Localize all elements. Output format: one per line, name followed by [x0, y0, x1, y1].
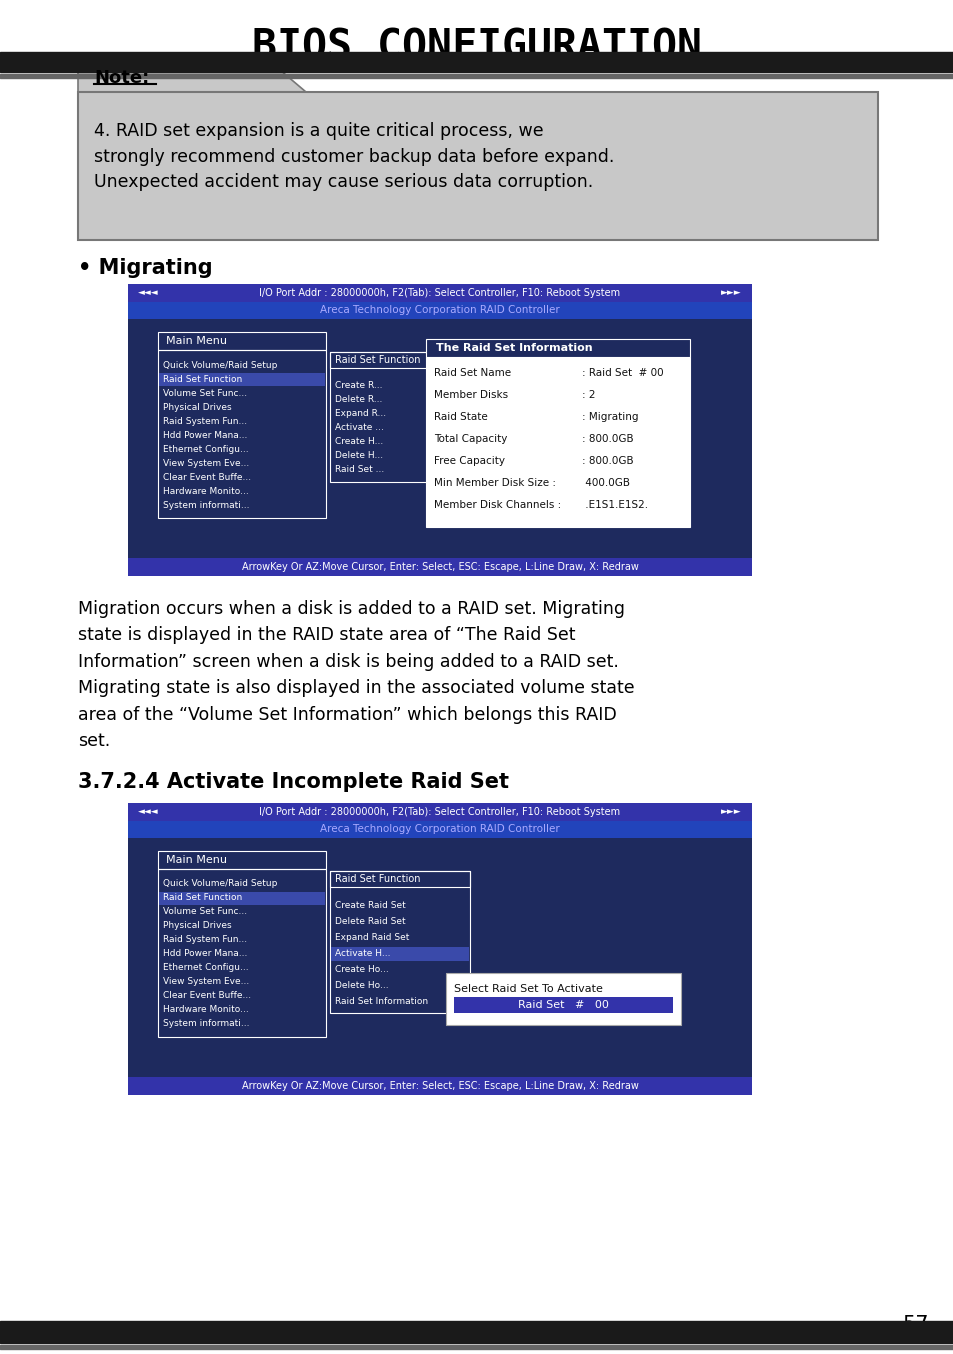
Text: Quick Volume/Raid Setup: Quick Volume/Raid Setup: [163, 360, 277, 370]
Text: BIOS CONFIGURATION: BIOS CONFIGURATION: [252, 27, 701, 69]
Text: Total Capacity: Total Capacity: [434, 435, 507, 444]
Polygon shape: [78, 64, 306, 92]
Bar: [128, 1076, 751, 1095]
Bar: [0, 74, 953, 79]
Text: Raid Set Name: Raid Set Name: [434, 368, 511, 378]
Text: 57: 57: [902, 1315, 928, 1335]
Text: Create Ho...: Create Ho...: [335, 965, 388, 975]
Bar: [0, 1322, 953, 1343]
Text: Expand Raid Set: Expand Raid Set: [335, 933, 409, 942]
Text: Raid Set Function: Raid Set Function: [335, 873, 420, 884]
Bar: [0, 1345, 953, 1349]
Bar: [128, 821, 751, 838]
Text: Raid System Fun...: Raid System Fun...: [163, 936, 247, 945]
Text: 4. RAID set expansion is a quite critical process, we
strongly recommend custome: 4. RAID set expansion is a quite critica…: [94, 122, 614, 191]
Text: Volume Set Func...: Volume Set Func...: [163, 907, 247, 917]
Text: : 800.0GB: : 800.0GB: [581, 435, 633, 444]
Bar: [330, 352, 459, 368]
Text: Hardware Monito...: Hardware Monito...: [163, 486, 249, 496]
Text: Member Disks: Member Disks: [434, 390, 508, 399]
Text: Delete Raid Set: Delete Raid Set: [335, 918, 405, 926]
FancyBboxPatch shape: [78, 92, 877, 240]
Text: Physical Drives: Physical Drives: [163, 402, 232, 412]
Text: Hardware Monito...: Hardware Monito...: [163, 1006, 249, 1014]
Text: ►►►: ►►►: [720, 807, 741, 816]
Text: : Migrating: : Migrating: [581, 412, 638, 422]
Bar: [0, 51, 953, 72]
Bar: [128, 284, 751, 302]
Text: Note:: Note:: [94, 69, 149, 87]
Text: Main Menu: Main Menu: [166, 336, 227, 347]
Bar: [128, 838, 751, 1095]
Text: Raid Set   #   00: Raid Set # 00: [517, 1001, 608, 1010]
Text: Areca Technology Corporation RAID Controller: Areca Technology Corporation RAID Contro…: [320, 305, 559, 315]
Text: Raid State: Raid State: [434, 412, 487, 422]
Text: Clear Event Buffe...: Clear Event Buffe...: [163, 473, 251, 482]
FancyBboxPatch shape: [426, 357, 689, 527]
Bar: [128, 320, 751, 575]
Text: Raid System Fun...: Raid System Fun...: [163, 417, 247, 425]
Bar: [330, 871, 470, 887]
Text: Raid Set Function: Raid Set Function: [163, 375, 242, 383]
Text: Migration occurs when a disk is added to a RAID set. Migrating
state is displaye: Migration occurs when a disk is added to…: [78, 600, 634, 750]
Text: Volume Set Func...: Volume Set Func...: [163, 389, 247, 398]
Bar: [159, 892, 325, 904]
Bar: [128, 302, 751, 320]
Text: Raid Set Function: Raid Set Function: [163, 894, 242, 903]
Text: ►►►: ►►►: [720, 288, 741, 298]
Text: System informati...: System informati...: [163, 501, 250, 509]
Text: Create H...: Create H...: [335, 437, 383, 447]
Text: Free Capacity: Free Capacity: [434, 456, 504, 466]
Text: Areca Technology Corporation RAID Controller: Areca Technology Corporation RAID Contro…: [320, 825, 559, 834]
Bar: [128, 558, 751, 575]
Text: Delete H...: Delete H...: [335, 451, 383, 460]
Text: The Raid Set Information: The Raid Set Information: [436, 343, 592, 353]
Text: I/O Port Addr : 28000000h, F2(Tab): Select Controller, F10: Reboot System: I/O Port Addr : 28000000h, F2(Tab): Sele…: [259, 807, 619, 816]
Text: 3.7.2.4 Activate Incomplete Raid Set: 3.7.2.4 Activate Incomplete Raid Set: [78, 772, 509, 792]
Text: Activate H...: Activate H...: [335, 949, 390, 959]
Text: Quick Volume/Raid Setup: Quick Volume/Raid Setup: [163, 880, 277, 888]
Bar: [331, 946, 469, 961]
Text: : 2: : 2: [581, 390, 595, 399]
Text: Delete Ho...: Delete Ho...: [335, 982, 388, 991]
Text: Delete R...: Delete R...: [335, 395, 382, 405]
Text: .E1S1.E1S2.: .E1S1.E1S2.: [581, 500, 647, 510]
Text: Hdd Power Mana...: Hdd Power Mana...: [163, 949, 247, 959]
Text: Clear Event Buffe...: Clear Event Buffe...: [163, 991, 251, 1001]
Bar: [128, 803, 751, 821]
FancyBboxPatch shape: [426, 338, 689, 357]
Text: Create R...: Create R...: [335, 382, 382, 390]
Text: Expand R...: Expand R...: [335, 409, 386, 418]
Text: View System Eve...: View System Eve...: [163, 978, 249, 987]
FancyBboxPatch shape: [446, 974, 680, 1025]
Text: Physical Drives: Physical Drives: [163, 922, 232, 930]
Text: Raid Set ...: Raid Set ...: [335, 466, 384, 474]
Text: 400.0GB: 400.0GB: [581, 478, 629, 487]
Text: Create Raid Set: Create Raid Set: [335, 902, 405, 910]
Text: Select Raid Set To Activate: Select Raid Set To Activate: [454, 984, 602, 994]
Text: • Migrating: • Migrating: [78, 259, 213, 278]
Text: : 800.0GB: : 800.0GB: [581, 456, 633, 466]
Bar: [454, 997, 672, 1013]
Text: Ethernet Configu...: Ethernet Configu...: [163, 444, 249, 454]
Text: Activate ...: Activate ...: [335, 424, 383, 432]
FancyBboxPatch shape: [330, 871, 470, 1013]
Text: Main Menu: Main Menu: [166, 854, 227, 865]
Text: ◄◄◄: ◄◄◄: [138, 288, 158, 298]
Text: Min Member Disk Size :: Min Member Disk Size :: [434, 478, 556, 487]
FancyBboxPatch shape: [330, 352, 459, 482]
Text: Raid Set Information: Raid Set Information: [335, 998, 428, 1006]
Text: I/O Port Addr : 28000000h, F2(Tab): Select Controller, F10: Reboot System: I/O Port Addr : 28000000h, F2(Tab): Sele…: [259, 288, 619, 298]
Text: Member Disk Channels :: Member Disk Channels :: [434, 500, 560, 510]
Text: Hdd Power Mana...: Hdd Power Mana...: [163, 431, 247, 440]
Text: : Raid Set  # 00: : Raid Set # 00: [581, 368, 663, 378]
Text: View System Eve...: View System Eve...: [163, 459, 249, 467]
Text: System informati...: System informati...: [163, 1020, 250, 1029]
Text: ArrowKey Or AZ:Move Cursor, Enter: Select, ESC: Escape, L:Line Draw, X: Redraw: ArrowKey Or AZ:Move Cursor, Enter: Selec…: [241, 1080, 638, 1091]
Text: ◄◄◄: ◄◄◄: [138, 807, 158, 816]
Text: Raid Set Function: Raid Set Function: [335, 355, 420, 366]
Text: ArrowKey Or AZ:Move Cursor, Enter: Select, ESC: Escape, L:Line Draw, X: Redraw: ArrowKey Or AZ:Move Cursor, Enter: Selec…: [241, 562, 638, 571]
Bar: [159, 372, 325, 386]
Text: Ethernet Configu...: Ethernet Configu...: [163, 964, 249, 972]
